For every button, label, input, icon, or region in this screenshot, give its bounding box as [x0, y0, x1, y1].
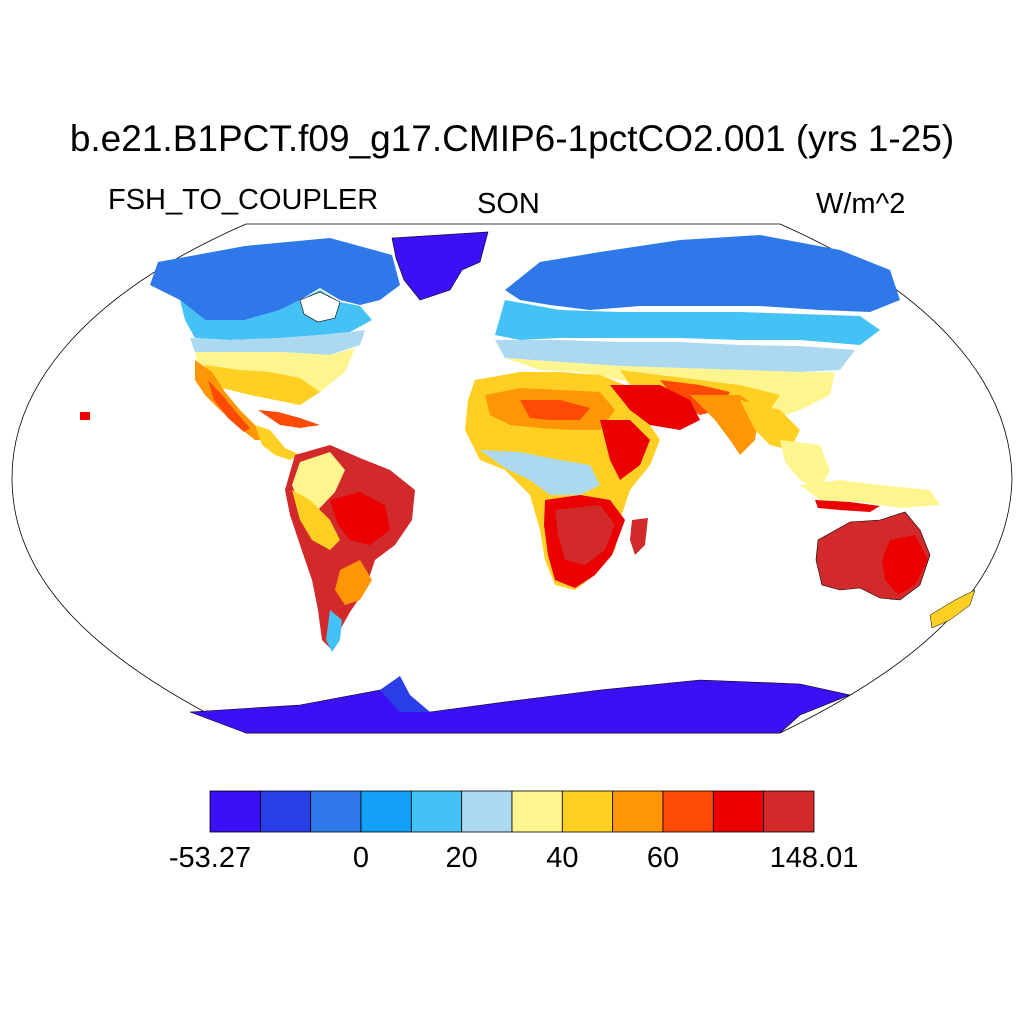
- colorbar-swatch: [662, 790, 714, 833]
- australia-east: [882, 535, 928, 595]
- colorbar-swatch: [712, 790, 765, 833]
- colorbar-swatch: [461, 790, 513, 833]
- africa: [465, 372, 660, 590]
- colorbar-tick-label: 148.01: [769, 842, 859, 874]
- variable-label: FSH_TO_COUPLER: [108, 184, 379, 216]
- se-asia: [800, 480, 940, 512]
- colorbar-swatch: [360, 790, 412, 833]
- colorbar-swatch: [612, 790, 664, 833]
- south-america: [285, 445, 415, 652]
- colorbar-tick-label: 40: [546, 842, 579, 874]
- colorbar: [209, 790, 815, 833]
- colorbar-swatch: [410, 790, 463, 833]
- colorbar-tick-label: 20: [445, 842, 478, 874]
- units-label: W/m^2: [816, 188, 906, 220]
- plot-title: b.e21.B1PCT.f09_g17.CMIP6-1pctCO2.001 (y…: [69, 118, 955, 159]
- colorbar-tick-label: 60: [646, 842, 680, 874]
- colorbar-swatch: [763, 790, 815, 833]
- colorbar-swatch: [259, 790, 312, 833]
- north-america: [150, 238, 400, 460]
- colorbar-swatch: [511, 790, 563, 833]
- antarctica-coast: [380, 676, 430, 712]
- colorbar-tick-label: 0: [352, 842, 370, 874]
- south-asia: [610, 385, 830, 490]
- hawaii-island: [80, 412, 90, 420]
- colorbar-swatch: [561, 790, 614, 833]
- new-zealand: [929, 589, 976, 629]
- colorbar-swatch: [209, 790, 261, 833]
- colorbar-tick-label: -53.27: [168, 842, 252, 874]
- hudson-bay: [299, 291, 341, 323]
- colorbar-swatch: [310, 790, 362, 833]
- season-label: SON: [477, 188, 540, 220]
- greenland: [391, 231, 489, 301]
